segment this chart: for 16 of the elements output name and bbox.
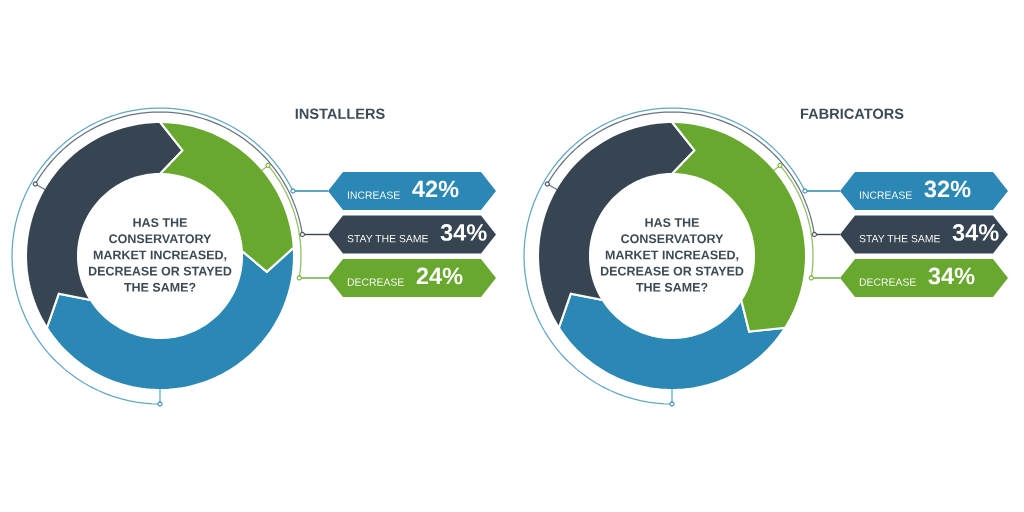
legend-label: STAY THE SAME [859,234,940,243]
data-label: 34% [440,224,487,241]
chart-title: FABRICATORS [800,108,904,119]
legend-label: STAY THE SAME [347,234,428,243]
data-label: 42% [412,180,459,198]
legend-label: INCREASE [347,191,400,199]
data-label: 24% [416,267,463,285]
chart-title: INSTALLERS [295,108,385,119]
text: HAS THE CONSERVATORY MARKET INCREASED, DECREASE OR STAYED THE SAME? [600,218,744,292]
text: HAS THE CONSERVATORY MARKET INCREASED, DECREASE OR STAYED THE SAME? [88,218,232,292]
legend-label: INCREASE [859,191,912,199]
data-label: 34% [952,224,999,241]
legend-label: DECREASE [859,278,916,286]
data-label: 32% [924,180,971,198]
legend-label: DECREASE [347,278,404,286]
data-label: 34% [928,267,975,285]
